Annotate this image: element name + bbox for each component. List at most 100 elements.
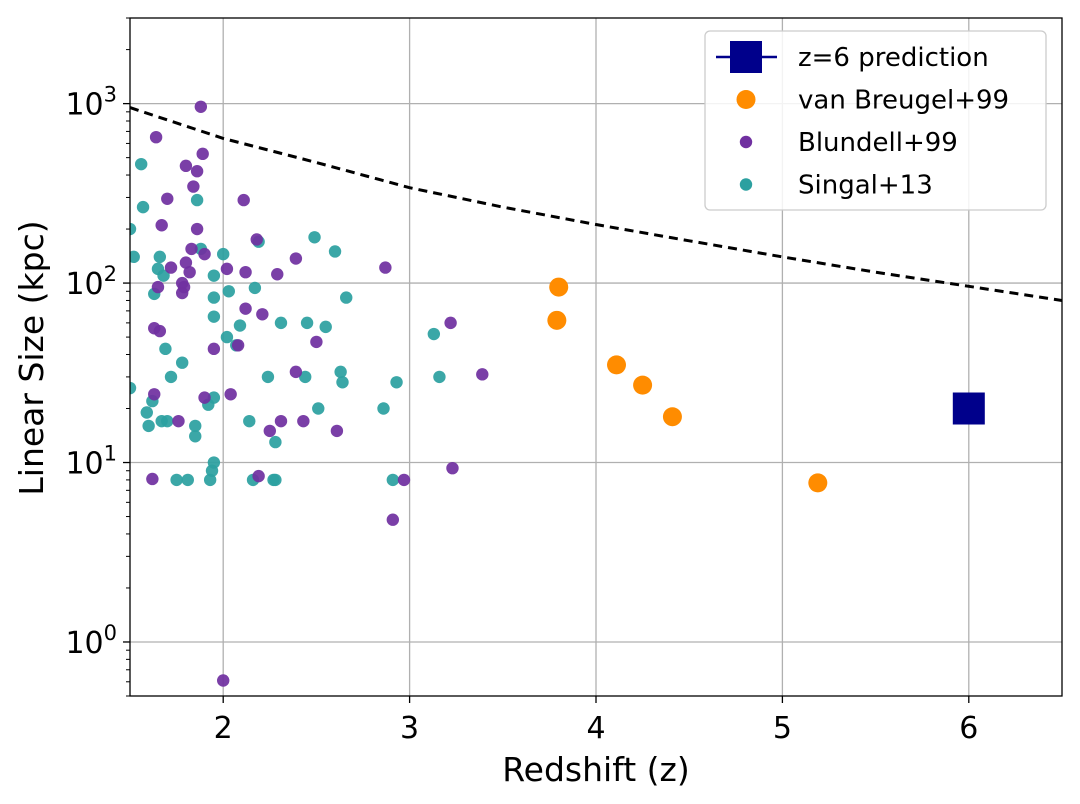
- point-singal-13: [340, 291, 353, 304]
- x-tick-label: 5: [773, 711, 792, 746]
- point-singal-13: [170, 473, 183, 487]
- point-singal-13: [300, 316, 314, 330]
- y-tick-label: 100: [65, 621, 117, 661]
- point-singal-13: [217, 247, 230, 261]
- x-ticks: 2 3 4 5 6: [214, 696, 978, 746]
- point-blundell-99: [177, 280, 191, 294]
- legend-box: [704, 30, 1047, 211]
- x-tick-label: 2: [214, 711, 233, 746]
- legend: z=6 prediction van Breugel+99 Blundell+99 S…: [704, 30, 1047, 211]
- point-singal-13: [134, 157, 148, 171]
- point-singal-13: [207, 391, 221, 404]
- point-singal-13: [207, 456, 221, 469]
- point-singal-13: [319, 320, 332, 334]
- point-blundell-99: [198, 247, 211, 261]
- point-singal-13: [233, 319, 247, 332]
- point-blundell-99: [256, 308, 269, 321]
- legend-label-z-6-prediction: z=6 prediction: [798, 43, 989, 73]
- point-singal-13: [189, 419, 202, 433]
- point-blundell-99: [237, 193, 250, 207]
- point-singal-13: [142, 419, 155, 433]
- point-blundell-99: [271, 268, 284, 281]
- legend-marker-z-6-prediction: [730, 41, 762, 73]
- point-blundell-99: [179, 256, 193, 269]
- point-blundell-99: [187, 180, 200, 193]
- point-blundell-99: [185, 242, 198, 256]
- point-singal-13: [390, 376, 403, 389]
- point-blundell-99: [151, 280, 165, 294]
- point-singal-13: [207, 291, 221, 304]
- point-blundell-99: [198, 391, 211, 404]
- point-singal-13: [427, 327, 441, 341]
- point-blundell-99: [239, 302, 252, 315]
- point-singal-13: [269, 435, 282, 449]
- point-singal-13: [159, 342, 172, 356]
- point-blundell-99: [289, 365, 303, 379]
- y-tick-label: 101: [65, 442, 117, 482]
- x-tick-label: 3: [400, 711, 419, 746]
- point-van-breugel-99: [662, 407, 682, 427]
- y-axis-label: Linear Size (kpc): [12, 220, 51, 495]
- point-singal-13: [130, 222, 137, 236]
- point-singal-13: [157, 269, 170, 282]
- point-blundell-99: [444, 316, 457, 330]
- point-singal-13: [312, 402, 325, 415]
- point-singal-13: [308, 231, 321, 244]
- point-singal-13: [243, 414, 256, 428]
- point-singal-13: [220, 330, 234, 344]
- point-blundell-99: [148, 388, 161, 401]
- point-blundell-99: [179, 159, 193, 173]
- point-singal-13: [377, 402, 390, 415]
- point-blundell-99: [274, 414, 288, 428]
- point-singal-13: [336, 376, 349, 389]
- point-singal-13: [433, 370, 446, 384]
- point-singal-13: [161, 414, 174, 428]
- point-blundell-99: [207, 342, 221, 356]
- point-blundell-99: [146, 472, 159, 486]
- point-blundell-99: [231, 339, 245, 352]
- point-singal-13: [222, 285, 235, 298]
- point-singal-13: [299, 370, 312, 384]
- point-blundell-99: [250, 233, 263, 246]
- y-tick-label: 103: [65, 83, 117, 123]
- point-blundell-99: [310, 335, 323, 349]
- dashed-limit-curve: [130, 106, 1062, 302]
- point-singal-13: [269, 473, 282, 487]
- point-singal-13: [153, 250, 167, 264]
- point-blundell-99: [252, 469, 265, 483]
- point-blundell-99: [224, 388, 237, 401]
- point-blundell-99: [190, 165, 204, 178]
- point-singal-13: [189, 430, 202, 443]
- point-blundell-99: [239, 265, 252, 279]
- point-singal-13: [248, 281, 262, 295]
- y-minor-ticks: [126, 17, 130, 697]
- point-blundell-99: [149, 130, 163, 144]
- point-blundell-99: [476, 368, 489, 381]
- point-singal-13: [130, 381, 137, 395]
- x-axis-label: Redshift (z): [502, 750, 690, 789]
- point-singal-13: [130, 250, 140, 264]
- point-singal-13: [274, 316, 288, 330]
- point-blundell-99: [153, 324, 167, 338]
- legend-label-singal-13: Singal+13: [798, 171, 933, 201]
- point-van-breugel-99: [547, 310, 567, 330]
- point-blundell-99: [183, 265, 196, 279]
- point-van-breugel-99: [633, 375, 653, 395]
- point-blundell-99: [297, 414, 310, 428]
- point-singal-13: [190, 193, 204, 207]
- point-singal-13: [207, 310, 221, 323]
- point-blundell-99: [155, 219, 168, 232]
- point-blundell-99: [220, 262, 234, 276]
- point-blundell-99: [217, 674, 230, 687]
- x-tick-label: 4: [586, 711, 605, 746]
- point-singal-13: [140, 406, 153, 419]
- point-singal-13: [175, 356, 189, 369]
- point-blundell-99: [330, 424, 344, 438]
- point-blundell-99: [190, 222, 204, 236]
- point-blundell-99: [263, 424, 276, 438]
- point-blundell-99: [446, 461, 459, 475]
- legend-label-blundell-99: Blundell+99: [798, 128, 958, 158]
- point-van-breugel-99: [808, 473, 828, 493]
- point-singal-13: [334, 365, 347, 379]
